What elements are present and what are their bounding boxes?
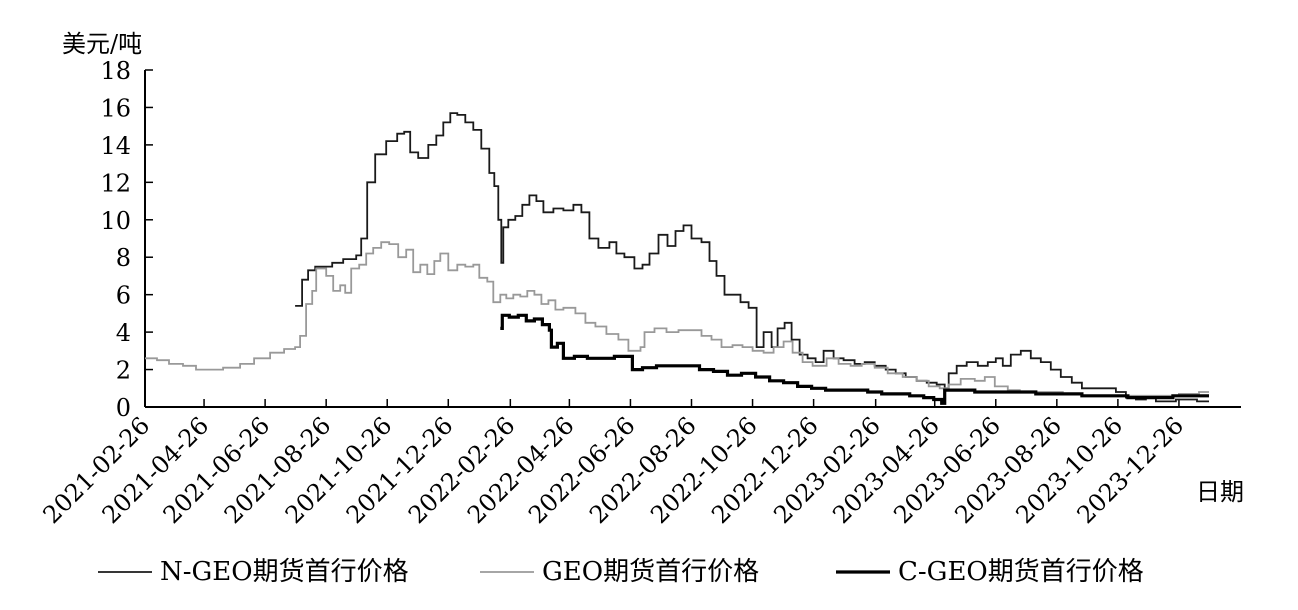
y-tick-label: 18: [100, 57, 131, 85]
legend: N-GEO期货首行价格 GEO期货首行价格 C-GEO期货首行价格: [98, 557, 1144, 587]
axes: 0246810121416182021-02-262021-04-262021-…: [38, 57, 1241, 529]
y-tick-label: 0: [116, 394, 131, 422]
series-layer: [145, 112, 1209, 405]
series-line-1: [295, 112, 1209, 403]
legend-label-1: N-GEO期货首行价格: [160, 557, 409, 587]
y-tick-label: 14: [100, 132, 131, 160]
legend-label-3: C-GEO期货首行价格: [898, 557, 1144, 587]
x-tick-label: 2023-12-26: [1072, 411, 1190, 529]
legend-label-2: GEO期货首行价格: [542, 557, 759, 587]
y-tick-label: 4: [116, 319, 131, 347]
y-tick-label: 10: [100, 207, 131, 235]
series-line-2: [145, 241, 1209, 397]
y-tick-label: 8: [116, 244, 131, 272]
y-tick-label: 12: [100, 169, 131, 197]
y-axis-label: 美元/吨: [62, 30, 142, 58]
y-tick-label: 6: [116, 282, 131, 310]
series-line-3: [500, 313, 1209, 405]
y-tick-label: 16: [100, 94, 131, 122]
x-axis-label: 日期: [1196, 478, 1244, 506]
y-tick-label: 2: [116, 357, 131, 385]
